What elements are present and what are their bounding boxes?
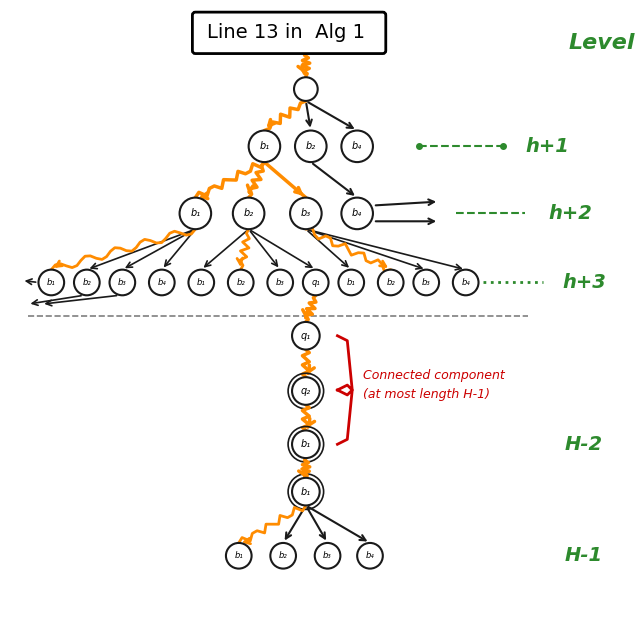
Text: b₂: b₂ <box>236 278 245 287</box>
Text: H-2: H-2 <box>565 435 603 454</box>
Text: (at most length H-1): (at most length H-1) <box>363 389 490 401</box>
Text: b₁: b₁ <box>301 439 311 450</box>
Text: b₃: b₃ <box>422 278 431 287</box>
Circle shape <box>339 269 364 295</box>
Circle shape <box>38 269 64 295</box>
Circle shape <box>413 269 439 295</box>
Circle shape <box>226 543 252 569</box>
Circle shape <box>292 322 319 349</box>
Text: b₁: b₁ <box>190 209 200 218</box>
Text: b₃: b₃ <box>301 209 311 218</box>
Text: Connected component: Connected component <box>363 369 505 382</box>
Text: b₄: b₄ <box>352 141 362 152</box>
Text: h+1: h+1 <box>525 137 570 156</box>
Circle shape <box>228 269 253 295</box>
Text: b₄: b₄ <box>157 278 166 287</box>
Text: q₁: q₁ <box>311 278 320 287</box>
Circle shape <box>341 131 373 162</box>
FancyBboxPatch shape <box>193 12 386 53</box>
Circle shape <box>290 198 322 229</box>
Circle shape <box>149 269 175 295</box>
Text: b₁: b₁ <box>347 278 356 287</box>
Text: b₁: b₁ <box>259 141 269 152</box>
Circle shape <box>248 131 280 162</box>
Text: b₄: b₄ <box>365 552 374 560</box>
Text: Line 13 in  Alg 1: Line 13 in Alg 1 <box>207 23 365 42</box>
Circle shape <box>180 198 211 229</box>
Circle shape <box>341 198 373 229</box>
Text: b₂: b₂ <box>387 278 395 287</box>
Text: b₄: b₄ <box>461 278 470 287</box>
Text: b₂: b₂ <box>306 141 316 152</box>
Text: b₂: b₂ <box>279 552 287 560</box>
Circle shape <box>109 269 135 295</box>
Text: b₃: b₃ <box>118 278 127 287</box>
Circle shape <box>268 269 293 295</box>
Circle shape <box>233 198 264 229</box>
Circle shape <box>188 269 214 295</box>
Circle shape <box>270 543 296 569</box>
Circle shape <box>292 478 319 505</box>
Text: b₁: b₁ <box>47 278 56 287</box>
Text: b₃: b₃ <box>276 278 285 287</box>
Text: H-1: H-1 <box>565 547 603 566</box>
Circle shape <box>292 430 319 458</box>
Text: b₁: b₁ <box>301 487 311 496</box>
Text: b₂: b₂ <box>83 278 91 287</box>
Circle shape <box>357 543 383 569</box>
Text: h+3: h+3 <box>562 273 606 292</box>
Text: q₂: q₂ <box>301 386 311 396</box>
Circle shape <box>294 77 317 101</box>
Text: Level: Level <box>568 33 635 53</box>
Circle shape <box>453 269 479 295</box>
Text: b₁: b₁ <box>197 278 205 287</box>
Text: q₁: q₁ <box>301 331 311 340</box>
Circle shape <box>74 269 100 295</box>
Circle shape <box>303 269 328 295</box>
Text: b₄: b₄ <box>352 209 362 218</box>
Text: b₂: b₂ <box>244 209 253 218</box>
Circle shape <box>378 269 404 295</box>
Text: h+2: h+2 <box>548 204 592 223</box>
Circle shape <box>292 377 319 405</box>
Circle shape <box>315 543 340 569</box>
Text: b₁: b₁ <box>234 552 243 560</box>
Circle shape <box>295 131 326 162</box>
Text: b₃: b₃ <box>323 552 332 560</box>
